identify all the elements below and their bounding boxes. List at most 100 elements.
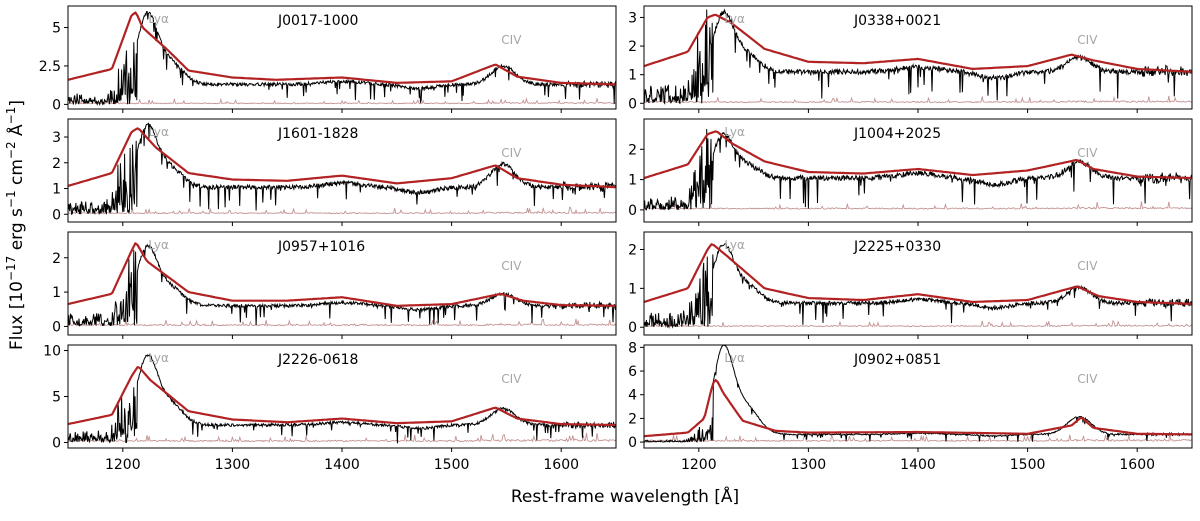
x-tick-label: 1400	[900, 457, 936, 473]
annotation-lya: Lyα	[148, 351, 169, 365]
y-tick-label: 1	[52, 182, 61, 198]
annotation-civ: CIV	[1077, 33, 1098, 47]
observed-spectrum-line	[68, 353, 616, 444]
model-fit-line	[644, 379, 1192, 438]
y-tick-label: 1	[52, 285, 61, 301]
quasar-name-label: J0017-1000	[277, 13, 358, 29]
noise-spectrum-line	[68, 206, 616, 215]
model-fit-line	[68, 11, 616, 86]
y-tick-label: 0	[52, 435, 61, 451]
y-tick-label: 2	[628, 242, 637, 258]
quasar-name-label: J0338+0021	[853, 13, 941, 29]
panels-layer: 0 2.5 5 Lyα CIV J0017-1000 0 1 2 3 Lyα CIV J0338+002…	[39, 5, 1193, 473]
y-tick-label: 5	[52, 21, 61, 37]
model-fit-line	[68, 366, 616, 427]
panel-J0338+0021: 0 1 2 3 Lyα CIV J0338+0021	[628, 5, 1193, 113]
model-fit-line	[68, 242, 616, 307]
annotation-lya: Lyα	[724, 125, 745, 139]
x-axis-label: Rest-frame wavelength [Å]	[511, 485, 739, 507]
x-tick-label: 1400	[324, 457, 360, 473]
panel-J0017-1000: 0 2.5 5 Lyα CIV J0017-1000	[39, 5, 617, 113]
y-tick-label: 2	[52, 251, 61, 267]
annotation-civ: CIV	[501, 372, 522, 386]
plot-area	[68, 11, 616, 107]
model-fit-line	[644, 130, 1192, 180]
quasar-name-label: J1601-1828	[277, 126, 358, 142]
plot-area	[68, 353, 616, 444]
model-fit-line	[68, 127, 616, 189]
y-tick-label: 2	[628, 142, 637, 158]
annotation-civ: CIV	[1077, 259, 1098, 273]
plot-area	[644, 345, 1192, 444]
panel-J0902+0851: 0 2 4 6 8 1200 1300 1400 1500 1600 Lyα CIV J0902+085…	[628, 340, 1193, 473]
x-tick-label: 1500	[1010, 457, 1046, 473]
x-tick-label: 1300	[791, 457, 827, 473]
y-tick-label: 3	[52, 130, 61, 146]
y-tick-label: 2	[628, 39, 637, 55]
y-tick-label: 8	[628, 340, 637, 356]
model-fit-line	[644, 243, 1192, 305]
panel-J2226-0618: 0 5 10 1200 1300 1400 1500 1600 Lyα CIV J2226-0618	[43, 344, 617, 473]
y-tick-label: 1	[628, 173, 637, 189]
x-tick-label: 1300	[215, 457, 251, 473]
y-tick-label: 6	[628, 364, 637, 380]
observed-spectrum-line	[68, 122, 616, 216]
y-tick-label: 0	[628, 320, 637, 336]
panel-J1004+2025: 0 1 2 Lyα CIV J1004+2025	[628, 118, 1193, 226]
noise-spectrum-line	[644, 95, 1192, 104]
observed-spectrum-line	[644, 8, 1192, 105]
plot-area	[68, 122, 616, 216]
quasar-name-label: J2225+0330	[853, 239, 941, 255]
y-tick-label: 10	[43, 344, 61, 360]
model-fit-line	[644, 13, 1192, 73]
noise-spectrum-line	[68, 97, 616, 105]
noise-spectrum-line	[68, 318, 616, 327]
y-tick-label: 0	[628, 203, 637, 219]
x-tick-label: 1600	[543, 457, 579, 473]
x-tick-label: 1200	[681, 457, 717, 473]
annotation-lya: Lyα	[148, 238, 169, 252]
annotation-civ: CIV	[501, 33, 522, 47]
y-tick-label: 2	[52, 156, 61, 172]
panel-J1601-1828: 0 1 2 3 Lyα CIV J1601-1828	[52, 118, 617, 226]
quasar-name-label: J2226-0618	[277, 352, 358, 368]
annotation-lya: Lyα	[724, 12, 745, 26]
annotation-civ: CIV	[1077, 146, 1098, 160]
annotation-lya: Lyα	[724, 238, 745, 252]
y-axis-label: Flux [10−17 erg s−1 cm−2 Å−1]	[4, 100, 27, 350]
y-tick-label: 4	[628, 388, 637, 404]
noise-spectrum-line	[68, 433, 616, 443]
plot-area	[644, 8, 1192, 105]
y-tick-label: 3	[628, 10, 637, 26]
annotation-civ: CIV	[501, 146, 522, 160]
annotation-civ: CIV	[1077, 372, 1098, 386]
plot-area	[644, 243, 1192, 329]
annotation-lya: Lyα	[148, 125, 169, 139]
y-tick-label: 0	[52, 97, 61, 113]
y-tick-label: 2	[628, 411, 637, 427]
x-tick-label: 1600	[1119, 457, 1155, 473]
panel-J2225+0330: 0 1 2 Lyα CIV J2225+0330	[628, 231, 1193, 339]
annotation-civ: CIV	[501, 259, 522, 273]
y-tick-label: 0	[628, 96, 637, 112]
observed-spectrum-line	[68, 11, 616, 107]
y-tick-label: 0	[628, 435, 637, 451]
noise-spectrum-line	[644, 434, 1192, 443]
panel-J0957+1016: 0 1 2 Lyα CIV J0957+1016	[52, 231, 617, 339]
observed-spectrum-line	[644, 128, 1192, 211]
quasar-name-label: J0957+1016	[277, 239, 365, 255]
y-tick-label: 5	[52, 390, 61, 406]
x-tick-label: 1500	[434, 457, 470, 473]
plot-area	[68, 242, 616, 327]
quasar-name-label: J0902+0851	[853, 352, 941, 368]
y-tick-label: 0	[52, 319, 61, 335]
noise-spectrum-line	[644, 201, 1192, 210]
annotation-lya: Lyα	[724, 351, 745, 365]
y-tick-label: 1	[628, 68, 637, 84]
plot-area	[644, 128, 1192, 211]
y-tick-label: 0	[52, 207, 61, 223]
quasar-name-label: J1004+2025	[853, 126, 941, 142]
annotation-lya: Lyα	[148, 12, 169, 26]
y-tick-label: 1	[628, 281, 637, 297]
